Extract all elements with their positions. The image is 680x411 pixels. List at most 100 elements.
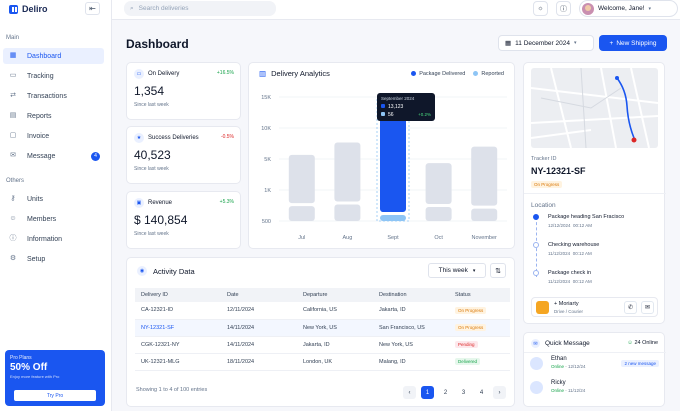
stat-label: On Delivery <box>148 71 180 77</box>
sidebar-item-transactions[interactable]: ⇄ Transactions <box>3 88 104 104</box>
new-message-badge: 2 new message <box>621 360 659 367</box>
try-pro-button[interactable]: Try Pro <box>14 390 96 401</box>
sidebar-item-members[interactable]: ☺ Members <box>3 211 104 227</box>
next-page-button[interactable]: › <box>493 386 506 399</box>
avatar <box>530 381 543 394</box>
courier-avatar <box>536 301 549 314</box>
info-icon: ⓘ <box>9 235 17 242</box>
notification-button[interactable]: ⓘ <box>556 1 571 16</box>
collapse-sidebar-button[interactable]: ⇤ <box>85 2 100 15</box>
status-cell: Delivered <box>449 353 510 371</box>
invoice-icon: ▢ <box>9 132 17 139</box>
stat-subtext: Since last week <box>134 166 169 172</box>
sidebar-item-tracking[interactable]: ▭ Tracking <box>3 68 104 84</box>
delivery-departure: California, US <box>297 302 373 320</box>
sidebar-item-units[interactable]: ⚷ Units <box>3 191 104 207</box>
page-button[interactable]: 2 <box>443 389 448 396</box>
message-item[interactable]: Ricky Online · 11/12/24 <box>551 380 661 398</box>
user-menu[interactable]: Welcome, Jane! ▾ <box>579 0 678 17</box>
contact-name: Ricky <box>551 380 566 386</box>
search-icon: ⌕ <box>130 4 134 12</box>
delivery-departure: London, UK <box>297 353 373 371</box>
chat-icon: ✉ <box>531 339 540 348</box>
sidebar-item-label: Message <box>27 152 56 160</box>
promo-title: Pro Plans <box>10 355 32 361</box>
table-row[interactable]: UK-12321-MLG 18/11/2024 London, UK Malan… <box>135 353 510 371</box>
sidebar: Deliro ⇤ Main ▦ Dashboard ▭ Tracking ⇄ T… <box>0 0 112 411</box>
tooltip-reported: 56 <box>388 112 394 118</box>
timeline-step: Package check in 11/12/2024 00:12 AM <box>548 270 592 284</box>
sidebar-item-label: Members <box>27 215 57 223</box>
status-badge: On Progress <box>455 324 487 331</box>
sidebar-item-label: Setup <box>27 255 46 263</box>
courier-name: + Moriarty <box>554 301 579 307</box>
period-filter[interactable]: This week ▾ <box>428 263 486 278</box>
step-date: 11/12/2024 <box>548 251 571 256</box>
tooltip-month: September 2024 <box>381 96 415 101</box>
stat-subtext: Since last week <box>134 231 169 237</box>
contact-status: Online <box>551 364 565 369</box>
message-item[interactable]: Ethan Online · 12/12/24 2 new message <box>551 356 661 374</box>
sidebar-item-message[interactable]: ✉ Message 4 <box>3 148 104 164</box>
timeline-dot <box>533 214 539 220</box>
sidebar-item-dashboard[interactable]: ▦ Dashboard <box>3 48 104 64</box>
sidebar-item-setup[interactable]: ⚙ Setup <box>3 251 104 267</box>
topbar: ⌕ Search deliveries ☼ ⓘ Welcome, Jane! ▾ <box>112 0 680 20</box>
column-header[interactable]: Departure <box>297 288 373 302</box>
trophy-icon: ★ <box>134 133 144 143</box>
sidebar-item-information[interactable]: ⓘ Information <box>3 231 104 247</box>
tooltip-delivered: 13,123 <box>388 104 404 110</box>
delivery-id: CGK-12321-NY <box>135 336 221 354</box>
tooltip <box>377 93 435 121</box>
sidebar-item-label: Invoice <box>27 132 50 140</box>
x-tick-label: Sept <box>387 235 399 241</box>
pro-plan-promo: Pro Plans 50% Off Enjoy more feature wit… <box>5 350 105 406</box>
table-row[interactable]: CGK-12321-NY 14/11/2024 Jakarta, ID New … <box>135 336 510 354</box>
sidebar-item-label: Transactions <box>27 92 67 100</box>
step-time: 00:12 AM <box>573 223 593 228</box>
bar-delivered-jul <box>288 154 315 204</box>
grid-icon: ▦ <box>9 52 17 59</box>
timeline-dot <box>533 270 539 276</box>
stat-label: Revenue <box>148 200 173 206</box>
prev-page-button[interactable]: ‹ <box>403 386 416 399</box>
theme-toggle-button[interactable]: ☼ <box>533 1 548 16</box>
tracking-map[interactable] <box>531 68 658 148</box>
message-date: 12/12/24 <box>568 364 586 369</box>
delivery-date: 14/11/2024 <box>221 319 297 337</box>
search-input[interactable]: ⌕ Search deliveries <box>124 1 276 16</box>
page-button[interactable]: 3 <box>461 389 466 396</box>
new-shipping-button[interactable]: + New Shipping <box>599 35 667 51</box>
column-header[interactable]: Delivery ID <box>135 288 221 302</box>
avatar <box>530 357 543 370</box>
x-tick-label: Oct <box>434 235 443 241</box>
sidebar-item-invoice[interactable]: ▢ Invoice <box>3 128 104 144</box>
collapse-icon: ⇤ <box>89 4 96 13</box>
sort-button[interactable]: ⇅ <box>490 263 506 278</box>
legend-delivered: Package Delivered <box>411 71 465 77</box>
column-header[interactable]: Date <box>221 288 297 302</box>
step-title: Package heading San Fracisco <box>548 214 625 220</box>
page-button[interactable]: 4 <box>479 389 484 396</box>
sidebar-item-reports[interactable]: ▤ Reports <box>3 108 104 124</box>
plus-icon: + <box>609 39 614 47</box>
x-tick-label: Jul <box>298 235 305 241</box>
date-picker[interactable]: ▦ 11 December 2024 ▾ <box>498 35 594 51</box>
period-filter-value: This week <box>438 267 468 274</box>
column-header[interactable]: Status <box>449 288 510 302</box>
column-header[interactable]: Destination <box>373 288 449 302</box>
table-row[interactable]: CA-12321-ID 12/11/2024 California, US Ja… <box>135 302 510 320</box>
sidebar-item-label: Dashboard <box>27 52 62 60</box>
sidebar-item-label: Units <box>27 195 43 203</box>
timeline-step: Package heading San Fracisco 12/12/2024 … <box>548 214 624 228</box>
wallet-icon: ▣ <box>134 198 144 208</box>
app-logo[interactable]: Deliro <box>9 4 48 14</box>
call-button[interactable]: ✆ <box>624 301 637 314</box>
delivery-analytics-card: ▥ Delivery Analytics Package Delivered R… <box>248 62 515 249</box>
bar-delivered-aug <box>334 142 361 202</box>
step-title: Checking warehouse <box>548 242 600 248</box>
table-row[interactable]: NY-12321-SF 14/11/2024 New York, US San … <box>135 319 510 337</box>
page-button[interactable]: 1 <box>421 386 434 399</box>
chat-button[interactable]: ✉ <box>641 301 654 314</box>
online-count: ☺ 24 Online <box>627 340 658 346</box>
